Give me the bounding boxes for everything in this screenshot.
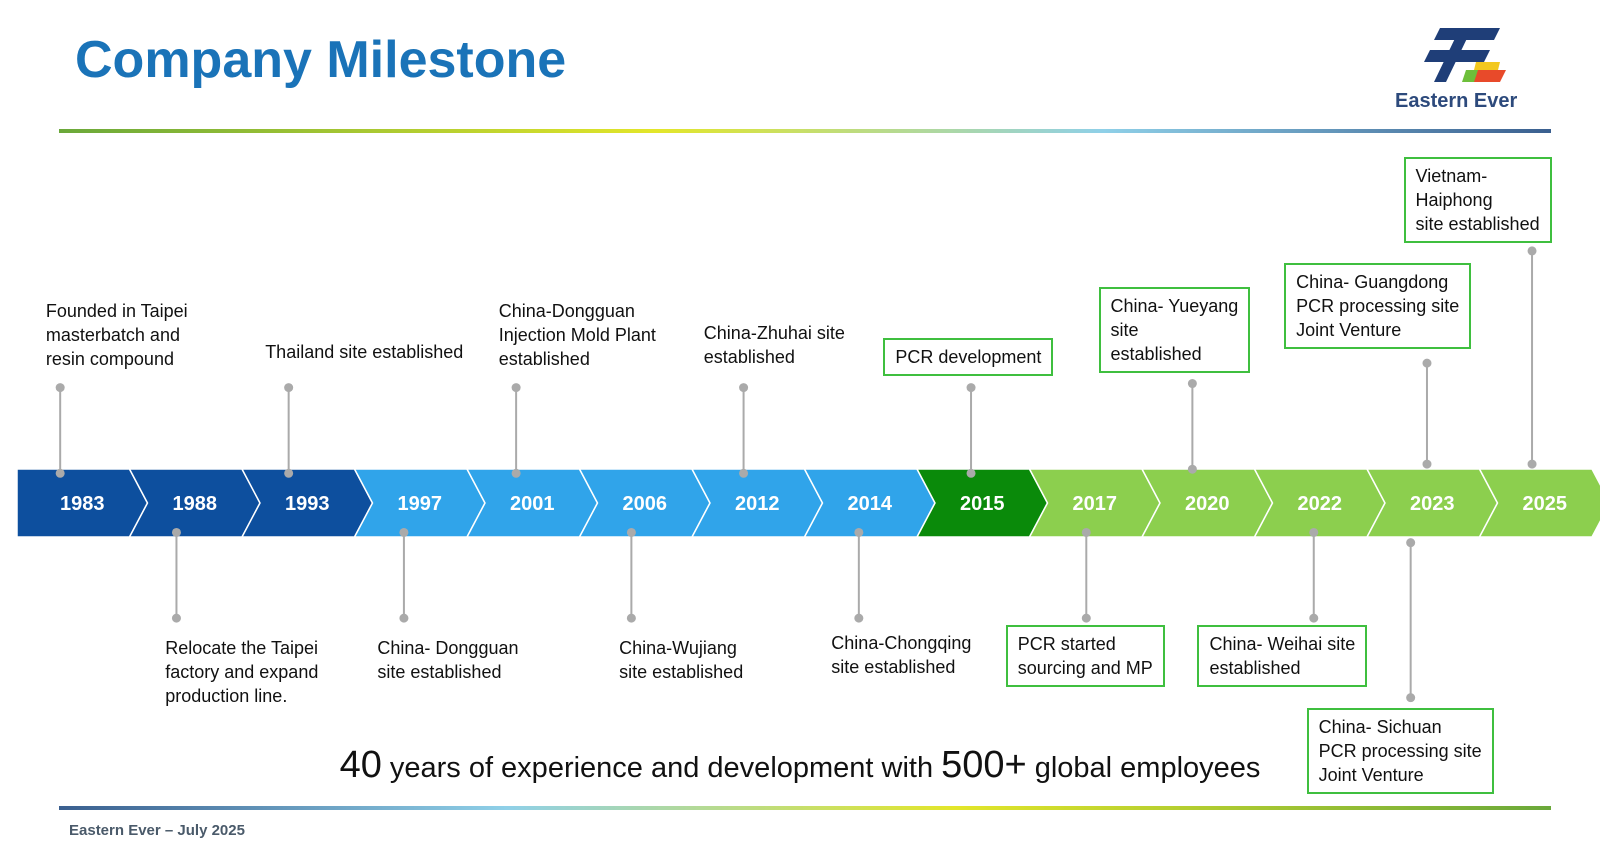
milestone-label: China-Zhuhai site established xyxy=(703,323,845,368)
divider xyxy=(59,129,1551,133)
milestone-label: China- Weihai site established xyxy=(1197,625,1368,688)
connector-dot xyxy=(511,383,521,393)
connector-dot xyxy=(1422,358,1432,368)
year-label: 2017 xyxy=(1073,493,1118,515)
connector-dot xyxy=(284,468,294,478)
connector-dot xyxy=(1406,693,1416,703)
year-label: 2023 xyxy=(1410,493,1455,515)
milestone-label: China-Dongguan Injection Mold Plant esta… xyxy=(498,300,656,369)
year-label: 2014 xyxy=(848,493,893,515)
year-label: 2001 xyxy=(510,493,555,515)
connector-dot xyxy=(399,613,409,623)
connector-dot xyxy=(55,383,65,393)
milestone-label: PCR development xyxy=(883,337,1054,376)
connector-dot xyxy=(1527,246,1537,256)
connector-dot xyxy=(739,383,749,393)
connector-dot xyxy=(1081,613,1091,623)
title: Company Milestone xyxy=(75,31,567,89)
milestone-label: Thailand site established xyxy=(265,341,464,362)
year-label: 1983 xyxy=(60,493,105,515)
milestone-label: Vietnam- Haiphong site established xyxy=(1403,157,1552,244)
connector-dot xyxy=(511,468,521,478)
divider xyxy=(59,806,1551,810)
connector-dot xyxy=(1309,527,1319,537)
year-label: 2025 xyxy=(1523,493,1568,515)
connector-dot xyxy=(171,527,181,537)
tagline-text: years of experience and development with xyxy=(389,752,934,784)
timeline-segment xyxy=(1478,468,1600,538)
footer: Eastern Ever – July 2025 xyxy=(69,822,245,839)
year-label: 2020 xyxy=(1185,493,1230,515)
connector-dot xyxy=(626,527,636,537)
year-label: 1997 xyxy=(398,493,443,515)
milestone-label: China- Guangdong PCR processing site Joi… xyxy=(1284,263,1472,350)
connector-dot xyxy=(626,613,636,623)
year-label: 2022 xyxy=(1298,493,1343,515)
logo-text: Eastern Ever xyxy=(1395,90,1518,112)
highlight-number: 40 xyxy=(339,744,382,786)
connector-dot xyxy=(854,527,864,537)
milestone-label: China- Dongguan site established xyxy=(377,638,519,683)
milestone-label: China-Chongqing site established xyxy=(831,633,972,678)
milestone-label: China- Sichuan PCR processing site Joint… xyxy=(1306,707,1494,794)
connector-dot xyxy=(171,613,181,623)
logo-mark xyxy=(1424,28,1506,82)
connector-dot xyxy=(1527,459,1537,469)
milestone-label: Relocate the Taipei factory and expand p… xyxy=(165,638,319,707)
connector-dot xyxy=(1422,459,1432,469)
connector-dot xyxy=(1406,538,1416,548)
tagline-text: global employees xyxy=(1034,752,1261,784)
milestone-label: PCR started sourcing and MP xyxy=(1005,625,1165,688)
tagline: 40 years of experience and development wi… xyxy=(0,744,1600,787)
connector-dot xyxy=(739,468,749,478)
connector-dot xyxy=(854,613,864,623)
year-label: 2006 xyxy=(623,493,668,515)
connector-dot xyxy=(55,468,65,478)
year-label: 2012 xyxy=(735,493,780,515)
milestone-label: Founded in Taipei masterbatch and resin … xyxy=(45,300,188,369)
highlight-number: 500+ xyxy=(941,744,1027,786)
connector-dot xyxy=(1081,527,1091,537)
connector-dot xyxy=(1309,613,1319,623)
milestone-label: China-Wujiang site established xyxy=(619,638,744,683)
year-label: 1993 xyxy=(285,493,330,515)
connector-dot xyxy=(1187,379,1197,389)
milestone-label: China- Yueyang site established xyxy=(1098,286,1251,373)
connector-dot xyxy=(966,468,976,478)
connector-dot xyxy=(284,383,294,393)
connector-dot xyxy=(966,383,976,393)
year-label: 1988 xyxy=(173,493,218,515)
year-label: 2015 xyxy=(960,493,1005,515)
connector-dot xyxy=(399,527,409,537)
connector-dot xyxy=(1187,464,1197,474)
